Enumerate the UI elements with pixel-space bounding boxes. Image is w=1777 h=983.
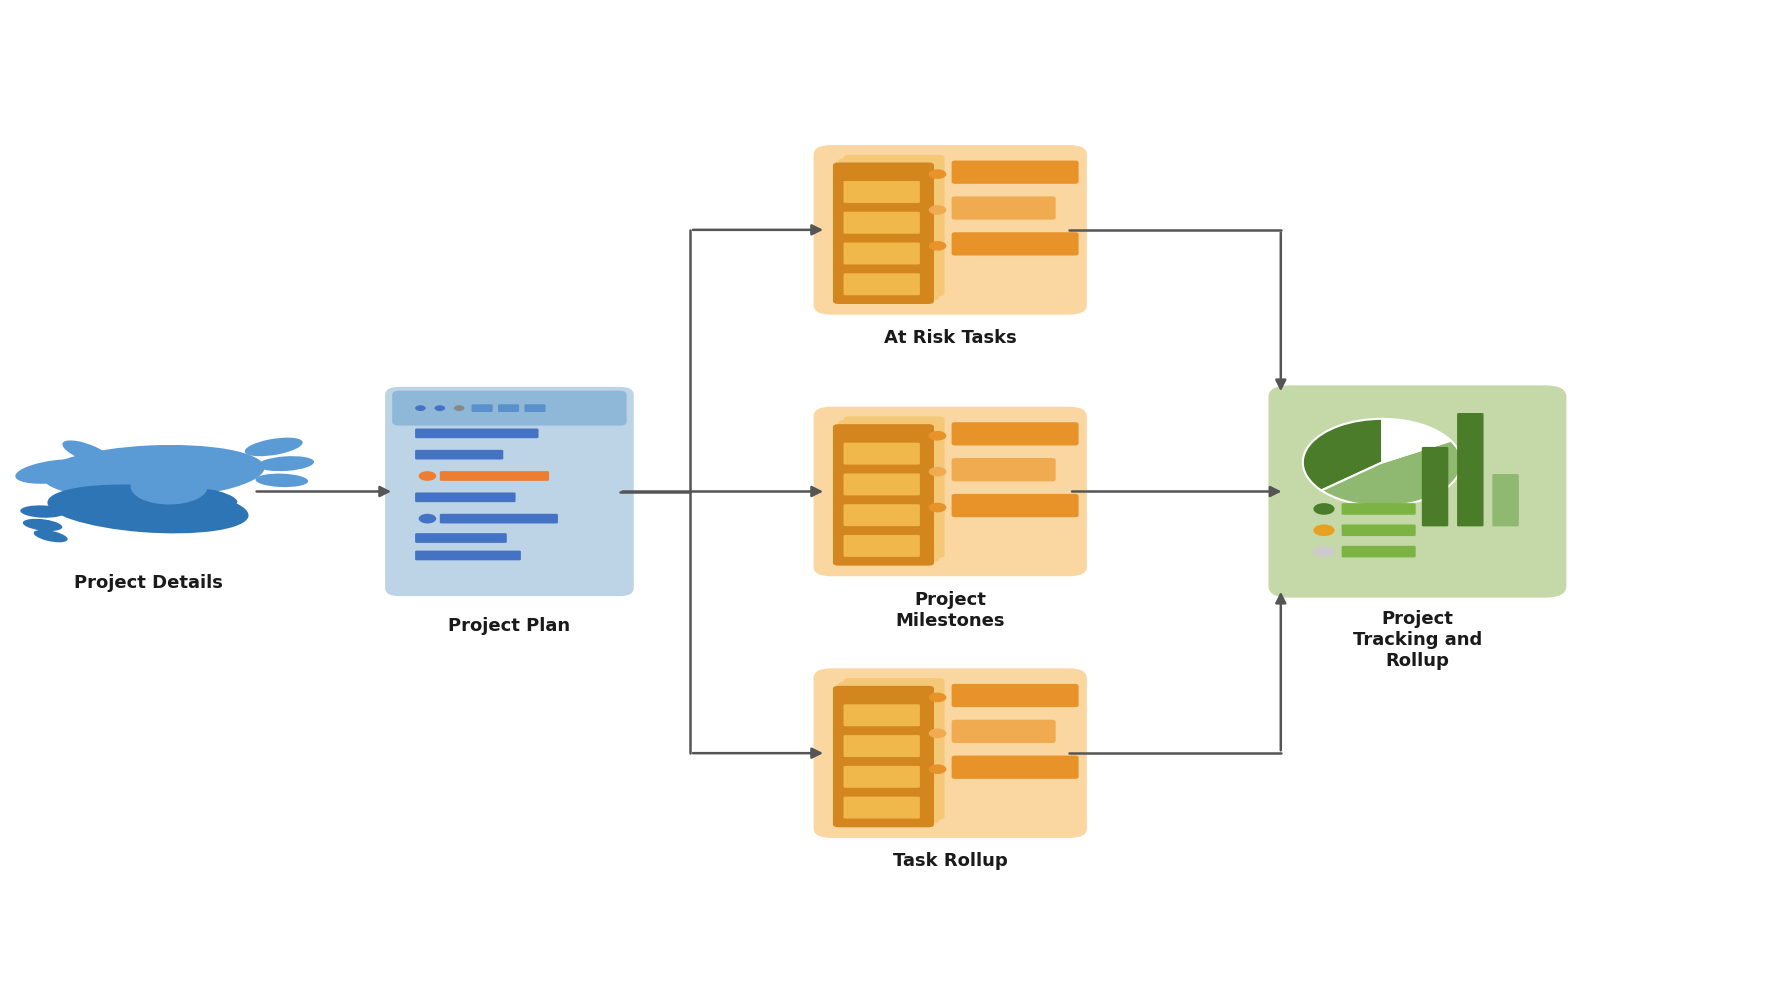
FancyBboxPatch shape [844,735,920,757]
FancyBboxPatch shape [833,686,935,828]
Ellipse shape [131,469,208,504]
FancyBboxPatch shape [844,442,920,465]
Wedge shape [1383,419,1450,462]
FancyBboxPatch shape [471,404,492,412]
FancyBboxPatch shape [844,766,920,787]
Text: Task Rollup: Task Rollup [892,852,1008,871]
Circle shape [929,467,947,477]
FancyBboxPatch shape [952,493,1079,517]
Text: At Risk Tasks: At Risk Tasks [883,329,1016,347]
FancyBboxPatch shape [416,550,521,560]
Ellipse shape [20,505,64,518]
FancyBboxPatch shape [814,668,1088,838]
FancyBboxPatch shape [952,756,1079,779]
FancyBboxPatch shape [952,684,1079,707]
Circle shape [1313,525,1335,536]
Circle shape [416,405,426,411]
Text: Project Plan: Project Plan [448,617,570,635]
FancyBboxPatch shape [844,504,920,526]
FancyBboxPatch shape [844,678,945,820]
FancyBboxPatch shape [839,421,940,561]
FancyBboxPatch shape [839,158,940,300]
Circle shape [419,471,437,481]
FancyBboxPatch shape [844,243,920,264]
FancyBboxPatch shape [416,429,538,438]
Circle shape [929,728,947,738]
FancyBboxPatch shape [952,458,1056,482]
Circle shape [435,405,444,411]
FancyBboxPatch shape [439,471,549,481]
FancyBboxPatch shape [814,407,1088,576]
Ellipse shape [43,445,265,499]
FancyBboxPatch shape [1269,385,1566,598]
Ellipse shape [188,489,238,505]
FancyBboxPatch shape [1457,413,1484,526]
Text: Project Details: Project Details [73,574,222,592]
Text: Project
Milestones: Project Milestones [896,591,1006,630]
FancyBboxPatch shape [1342,546,1416,557]
FancyBboxPatch shape [1422,447,1448,526]
Circle shape [929,693,947,702]
FancyBboxPatch shape [1493,474,1519,526]
FancyBboxPatch shape [1342,503,1416,515]
FancyBboxPatch shape [498,404,519,412]
Ellipse shape [23,519,62,531]
Circle shape [453,405,464,411]
FancyBboxPatch shape [952,423,1079,445]
FancyBboxPatch shape [844,181,920,202]
FancyBboxPatch shape [393,390,627,426]
FancyBboxPatch shape [524,404,546,412]
FancyBboxPatch shape [844,535,920,557]
FancyBboxPatch shape [844,273,920,295]
FancyBboxPatch shape [952,197,1056,219]
FancyBboxPatch shape [416,492,515,502]
FancyBboxPatch shape [386,387,634,596]
FancyBboxPatch shape [952,720,1056,743]
Ellipse shape [34,530,68,543]
FancyBboxPatch shape [844,796,920,819]
Ellipse shape [245,437,302,456]
FancyBboxPatch shape [844,705,920,726]
Circle shape [929,205,947,215]
FancyBboxPatch shape [844,154,945,296]
Ellipse shape [258,456,315,471]
Circle shape [929,502,947,512]
FancyBboxPatch shape [833,162,935,304]
FancyBboxPatch shape [952,232,1079,256]
Circle shape [1313,503,1335,515]
Circle shape [929,241,947,251]
FancyBboxPatch shape [833,424,935,565]
Circle shape [929,765,947,774]
Wedge shape [1322,440,1461,506]
Ellipse shape [256,474,307,488]
Ellipse shape [16,459,98,484]
FancyBboxPatch shape [844,474,920,495]
FancyBboxPatch shape [952,160,1079,184]
FancyBboxPatch shape [416,533,506,543]
FancyBboxPatch shape [439,514,558,524]
Circle shape [419,514,437,524]
FancyBboxPatch shape [1342,525,1416,536]
Circle shape [1313,546,1335,557]
Wedge shape [1303,419,1383,491]
FancyBboxPatch shape [814,145,1088,315]
Ellipse shape [48,485,249,534]
Text: Project
Tracking and
Rollup: Project Tracking and Rollup [1352,610,1482,669]
Circle shape [929,431,947,440]
FancyBboxPatch shape [844,417,945,558]
Ellipse shape [62,440,112,465]
Circle shape [929,169,947,179]
FancyBboxPatch shape [416,450,503,459]
FancyBboxPatch shape [839,682,940,824]
FancyBboxPatch shape [844,211,920,234]
